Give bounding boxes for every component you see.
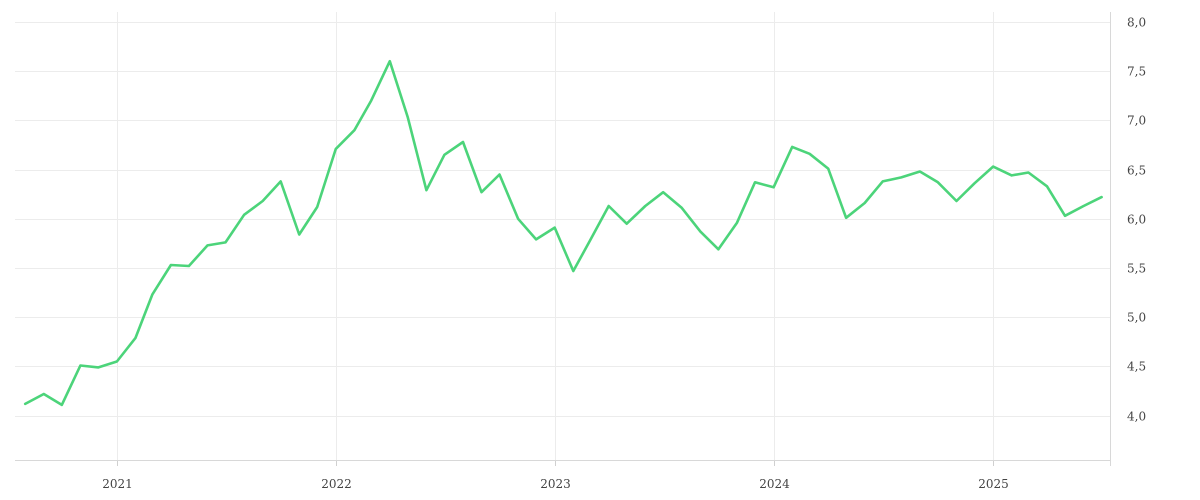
y-tick-label: 4,0 <box>1127 410 1146 424</box>
series-layer <box>23 59 1103 407</box>
y-tick-label: 8,0 <box>1127 16 1146 30</box>
y-tick-label: 6,5 <box>1127 164 1146 178</box>
x-axis-labels: 2021 2022 2023 2024 2025 <box>102 477 1009 491</box>
y-tick-label: 5,0 <box>1127 311 1146 325</box>
y-axis-labels: 4,0 4,5 5,0 5,5 6,0 6,5 7,0 7,5 8,0 <box>1127 16 1146 424</box>
series-line <box>23 59 1103 407</box>
axes <box>15 12 1111 466</box>
y-tick-label: 7,5 <box>1127 65 1146 79</box>
x-tick-label: 2022 <box>321 477 352 491</box>
grid <box>15 12 1110 460</box>
y-tick-label: 4,5 <box>1127 360 1146 374</box>
y-tick-label: 7,0 <box>1127 114 1146 128</box>
x-tick-label: 2024 <box>759 477 790 491</box>
y-tick-label: 6,0 <box>1127 213 1146 227</box>
x-tick-label: 2025 <box>978 477 1009 491</box>
y-tick-label: 5,5 <box>1127 262 1146 276</box>
x-tick-label: 2023 <box>540 477 571 491</box>
x-tick-label: 2021 <box>102 477 133 491</box>
